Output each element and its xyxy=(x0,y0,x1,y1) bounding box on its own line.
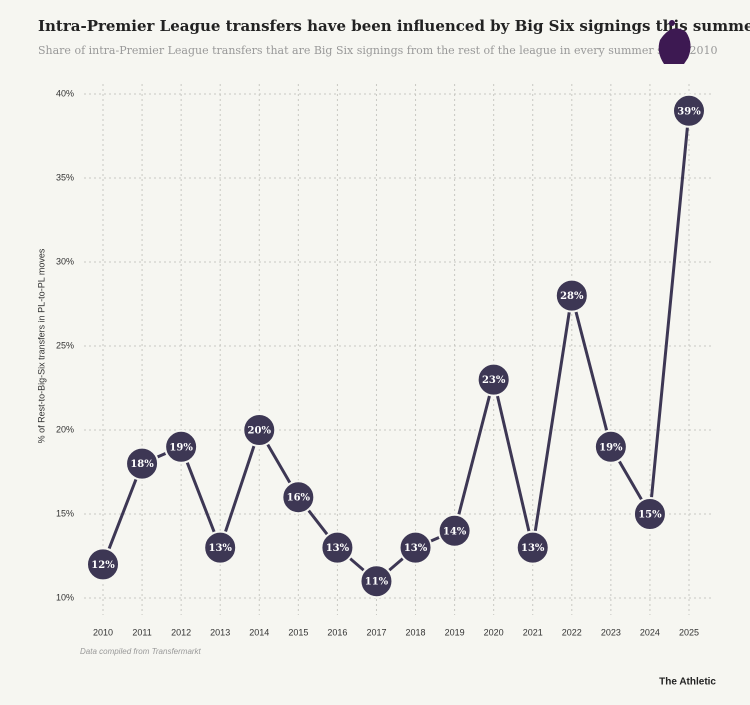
data-label: 39% xyxy=(677,106,701,117)
data-label: 14% xyxy=(443,526,467,537)
data-label: 12% xyxy=(91,560,115,571)
x-tick-label: 2024 xyxy=(640,627,660,637)
data-label: 13% xyxy=(404,543,428,554)
point xyxy=(359,564,394,599)
line xyxy=(101,110,691,584)
y-tick-label: 35% xyxy=(56,172,74,182)
point xyxy=(632,497,667,531)
data-label: 19% xyxy=(599,442,623,453)
point xyxy=(320,530,355,565)
data-label: 13% xyxy=(521,543,545,554)
x-tick-label: 2020 xyxy=(484,627,504,637)
x-tick-label: 2015 xyxy=(288,627,308,637)
y-tick-label: 40% xyxy=(56,88,74,98)
data-label: 19% xyxy=(169,442,193,453)
chart-title: Intra-Premier League transfers have been… xyxy=(38,17,750,35)
x-tick-label: 2019 xyxy=(445,627,465,637)
y-tick-label: 20% xyxy=(56,424,74,434)
logo xyxy=(658,20,691,64)
data-label: 13% xyxy=(208,543,232,554)
point xyxy=(125,446,160,481)
data-label: 20% xyxy=(248,426,272,437)
x-tick-label: 2017 xyxy=(366,627,386,637)
data-label: 16% xyxy=(287,493,311,504)
x-tick-label: 2016 xyxy=(327,627,347,637)
data-label: 13% xyxy=(326,543,350,554)
x-tick-label: 2014 xyxy=(249,627,269,637)
data-label: 28% xyxy=(560,291,584,302)
point xyxy=(164,429,199,464)
data-label: 23% xyxy=(482,375,506,386)
y-axis-label: % of Rest-to-Big-Six transfers in PL-to-… xyxy=(36,248,46,443)
point xyxy=(476,362,511,397)
y-tick-label: 10% xyxy=(56,592,74,602)
data-label: 11% xyxy=(365,577,389,588)
x-tick-label: 2010 xyxy=(93,627,113,637)
x-tick-label: 2013 xyxy=(210,627,230,637)
x-tick-label: 2021 xyxy=(523,627,543,637)
chart-subtitle: Share of intra-Premier League transfers … xyxy=(38,44,718,57)
point xyxy=(554,278,589,313)
x-tick-label: 2023 xyxy=(601,627,621,637)
point xyxy=(515,530,550,565)
data-label: 18% xyxy=(130,459,154,470)
point xyxy=(398,530,433,565)
x-tick-label: 2025 xyxy=(679,627,699,637)
point xyxy=(593,429,628,464)
y-tick-label: 25% xyxy=(56,340,74,350)
point xyxy=(672,93,706,128)
source: Data compiled from Transfermarkt xyxy=(80,647,202,656)
point xyxy=(86,547,120,582)
point xyxy=(203,530,238,565)
point xyxy=(242,413,277,447)
x-tick-label: 2012 xyxy=(171,627,191,637)
x-tick-label: 2011 xyxy=(132,627,151,637)
brand: The Athletic xyxy=(659,677,716,688)
point xyxy=(437,513,472,548)
y-tick-label: 30% xyxy=(56,256,74,266)
x-tick-label: 2018 xyxy=(406,627,426,637)
point xyxy=(281,480,316,515)
y-tick-label: 15% xyxy=(56,508,74,518)
data-label: 15% xyxy=(638,510,662,521)
x-tick-label: 2022 xyxy=(562,627,582,637)
